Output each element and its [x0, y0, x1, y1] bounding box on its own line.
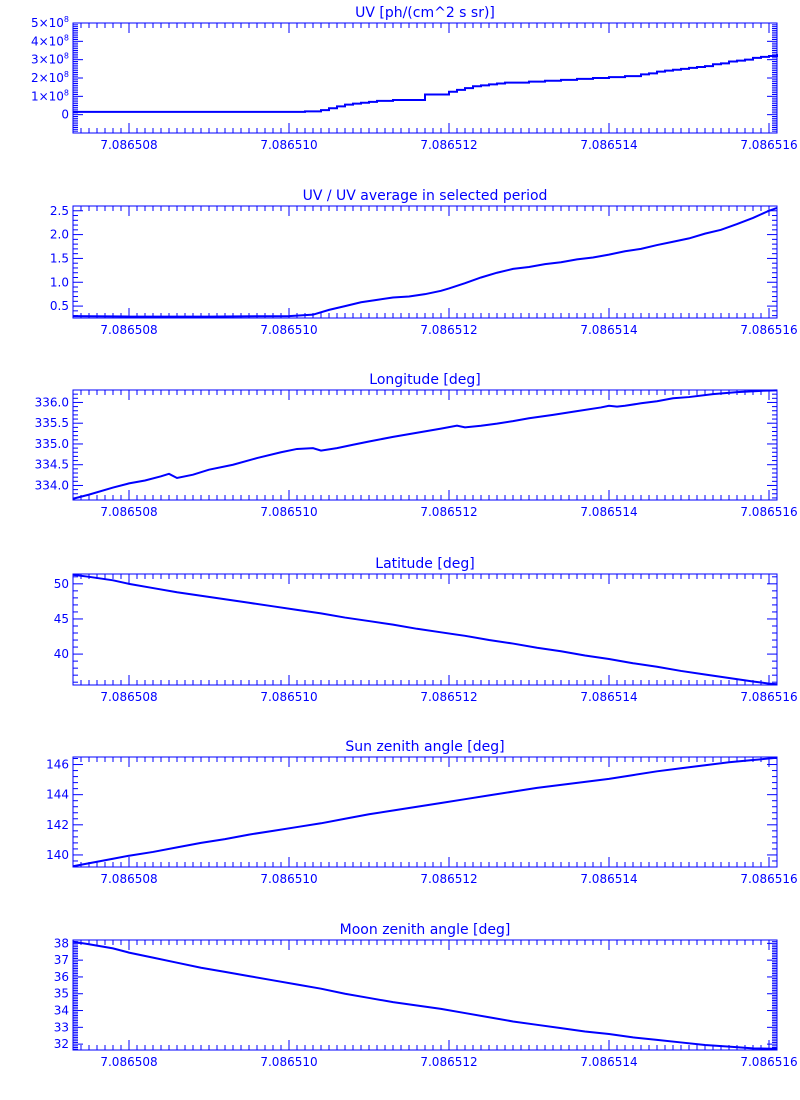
chart-panel-5: Sun zenith angle [deg] 7.086508 7.086510 7.… — [46, 739, 798, 886]
plot-frame — [72, 756, 778, 868]
y-tick-label: 36 — [54, 970, 69, 984]
y-tick-label: 335.5 — [35, 416, 69, 430]
y-tick-label: 334.0 — [35, 478, 69, 492]
plot-frame — [72, 939, 778, 1051]
x-tick-label: 7.086516 — [740, 872, 797, 886]
y-tick-label: 3×108 — [31, 52, 69, 67]
x-tick-label: 7.086508 — [100, 1055, 157, 1069]
y-tick-label: 144 — [46, 788, 69, 802]
x-tick-label: 7.086508 — [100, 138, 157, 152]
plot-frame — [72, 205, 778, 319]
x-tick-label: 7.086510 — [260, 323, 317, 337]
x-tick-label: 7.086516 — [740, 1055, 797, 1069]
chart-panel-3: Longitude [deg] 7.086508 7.086510 7.086512 7… — [35, 372, 798, 519]
y-tick-label: 2.5 — [50, 204, 69, 218]
plot-frame — [72, 389, 778, 501]
plot-frame — [72, 22, 778, 134]
y-tick-label: 5×108 — [31, 15, 69, 30]
x-tick-label: 7.086514 — [580, 872, 637, 886]
x-tick-label: 7.086508 — [100, 505, 157, 519]
y-tick-label: 1.0 — [50, 275, 69, 289]
x-tick-label: 7.086514 — [580, 505, 637, 519]
data-series-line — [72, 756, 778, 868]
chart-panel-1: UV [ph/(cm^2 s sr)] 7.086508 7.086510 7.086… — [31, 5, 798, 152]
y-tick-label: 1.5 — [50, 251, 69, 265]
x-tick-label: 7.086512 — [420, 872, 477, 886]
data-series-line — [72, 206, 778, 318]
data-series-line — [72, 940, 778, 1050]
y-tick-label: 2.0 — [50, 228, 69, 242]
y-tick-label: 0 — [61, 108, 69, 122]
y-tick-label: 336.0 — [35, 395, 69, 409]
y-tick-label: 38 — [54, 936, 69, 950]
y-tick-label: 33 — [54, 1020, 69, 1034]
y-tick-label: 32 — [54, 1037, 69, 1051]
x-tick-label: 7.086512 — [420, 1055, 477, 1069]
x-tick-label: 7.086508 — [100, 690, 157, 704]
chart-panel-2: UV / UV average in selected period 7.0865… — [50, 188, 798, 337]
data-series-line — [72, 573, 778, 686]
x-tick-label: 7.086514 — [580, 138, 637, 152]
x-tick-label: 7.086510 — [260, 505, 317, 519]
y-tick-label: 142 — [46, 818, 69, 832]
x-tick-label: 7.086516 — [740, 690, 797, 704]
x-tick-label: 7.086516 — [740, 323, 797, 337]
data-series-line — [72, 389, 778, 500]
y-tick-label: 4×108 — [31, 33, 69, 48]
x-tick-label: 7.086510 — [260, 138, 317, 152]
y-tick-label: 1×108 — [31, 88, 69, 103]
x-tick-label: 7.086516 — [740, 505, 797, 519]
x-tick-label: 7.086516 — [740, 138, 797, 152]
y-tick-label: 335.0 — [35, 437, 69, 451]
chart-panel-6: Moon zenith angle [deg] 7.086508 7.086510 7… — [54, 922, 798, 1069]
x-tick-label: 7.086514 — [580, 323, 637, 337]
x-tick-label: 7.086512 — [420, 138, 477, 152]
x-tick-label: 7.086512 — [420, 505, 477, 519]
y-tick-label: 140 — [46, 848, 69, 862]
y-tick-label: 2×108 — [31, 70, 69, 85]
y-tick-label: 34 — [54, 1004, 69, 1018]
x-tick-label: 7.086512 — [420, 690, 477, 704]
y-tick-label: 45 — [54, 612, 69, 626]
x-tick-label: 7.086508 — [100, 323, 157, 337]
x-tick-label: 7.086510 — [260, 872, 317, 886]
y-tick-label: 35 — [54, 987, 69, 1001]
data-series-line — [73, 54, 778, 113]
y-tick-label: 334.5 — [35, 458, 69, 472]
chart-title: Sun zenith angle [deg] — [345, 739, 504, 755]
x-tick-label: 7.086514 — [580, 690, 637, 704]
chart-title: UV / UV average in selected period — [303, 188, 548, 204]
y-tick-label: 0.5 — [50, 299, 69, 313]
x-tick-label: 7.086508 — [100, 872, 157, 886]
y-tick-label: 40 — [54, 647, 69, 661]
chart-title: Longitude [deg] — [369, 372, 480, 388]
x-tick-label: 7.086510 — [260, 690, 317, 704]
y-tick-label: 146 — [46, 758, 69, 772]
x-tick-label: 7.086512 — [420, 323, 477, 337]
x-tick-label: 7.086514 — [580, 1055, 637, 1069]
chart-title: Latitude [deg] — [375, 556, 474, 572]
x-tick-label: 7.086510 — [260, 1055, 317, 1069]
chart-title: Moon zenith angle [deg] — [340, 922, 511, 938]
chart-title: UV [ph/(cm^2 s sr)] — [355, 5, 495, 21]
y-tick-label: 37 — [54, 953, 69, 967]
chart-panel-4: Latitude [deg] 7.086508 7.086510 7.086512 7.… — [54, 556, 798, 704]
y-tick-label: 50 — [54, 577, 69, 591]
